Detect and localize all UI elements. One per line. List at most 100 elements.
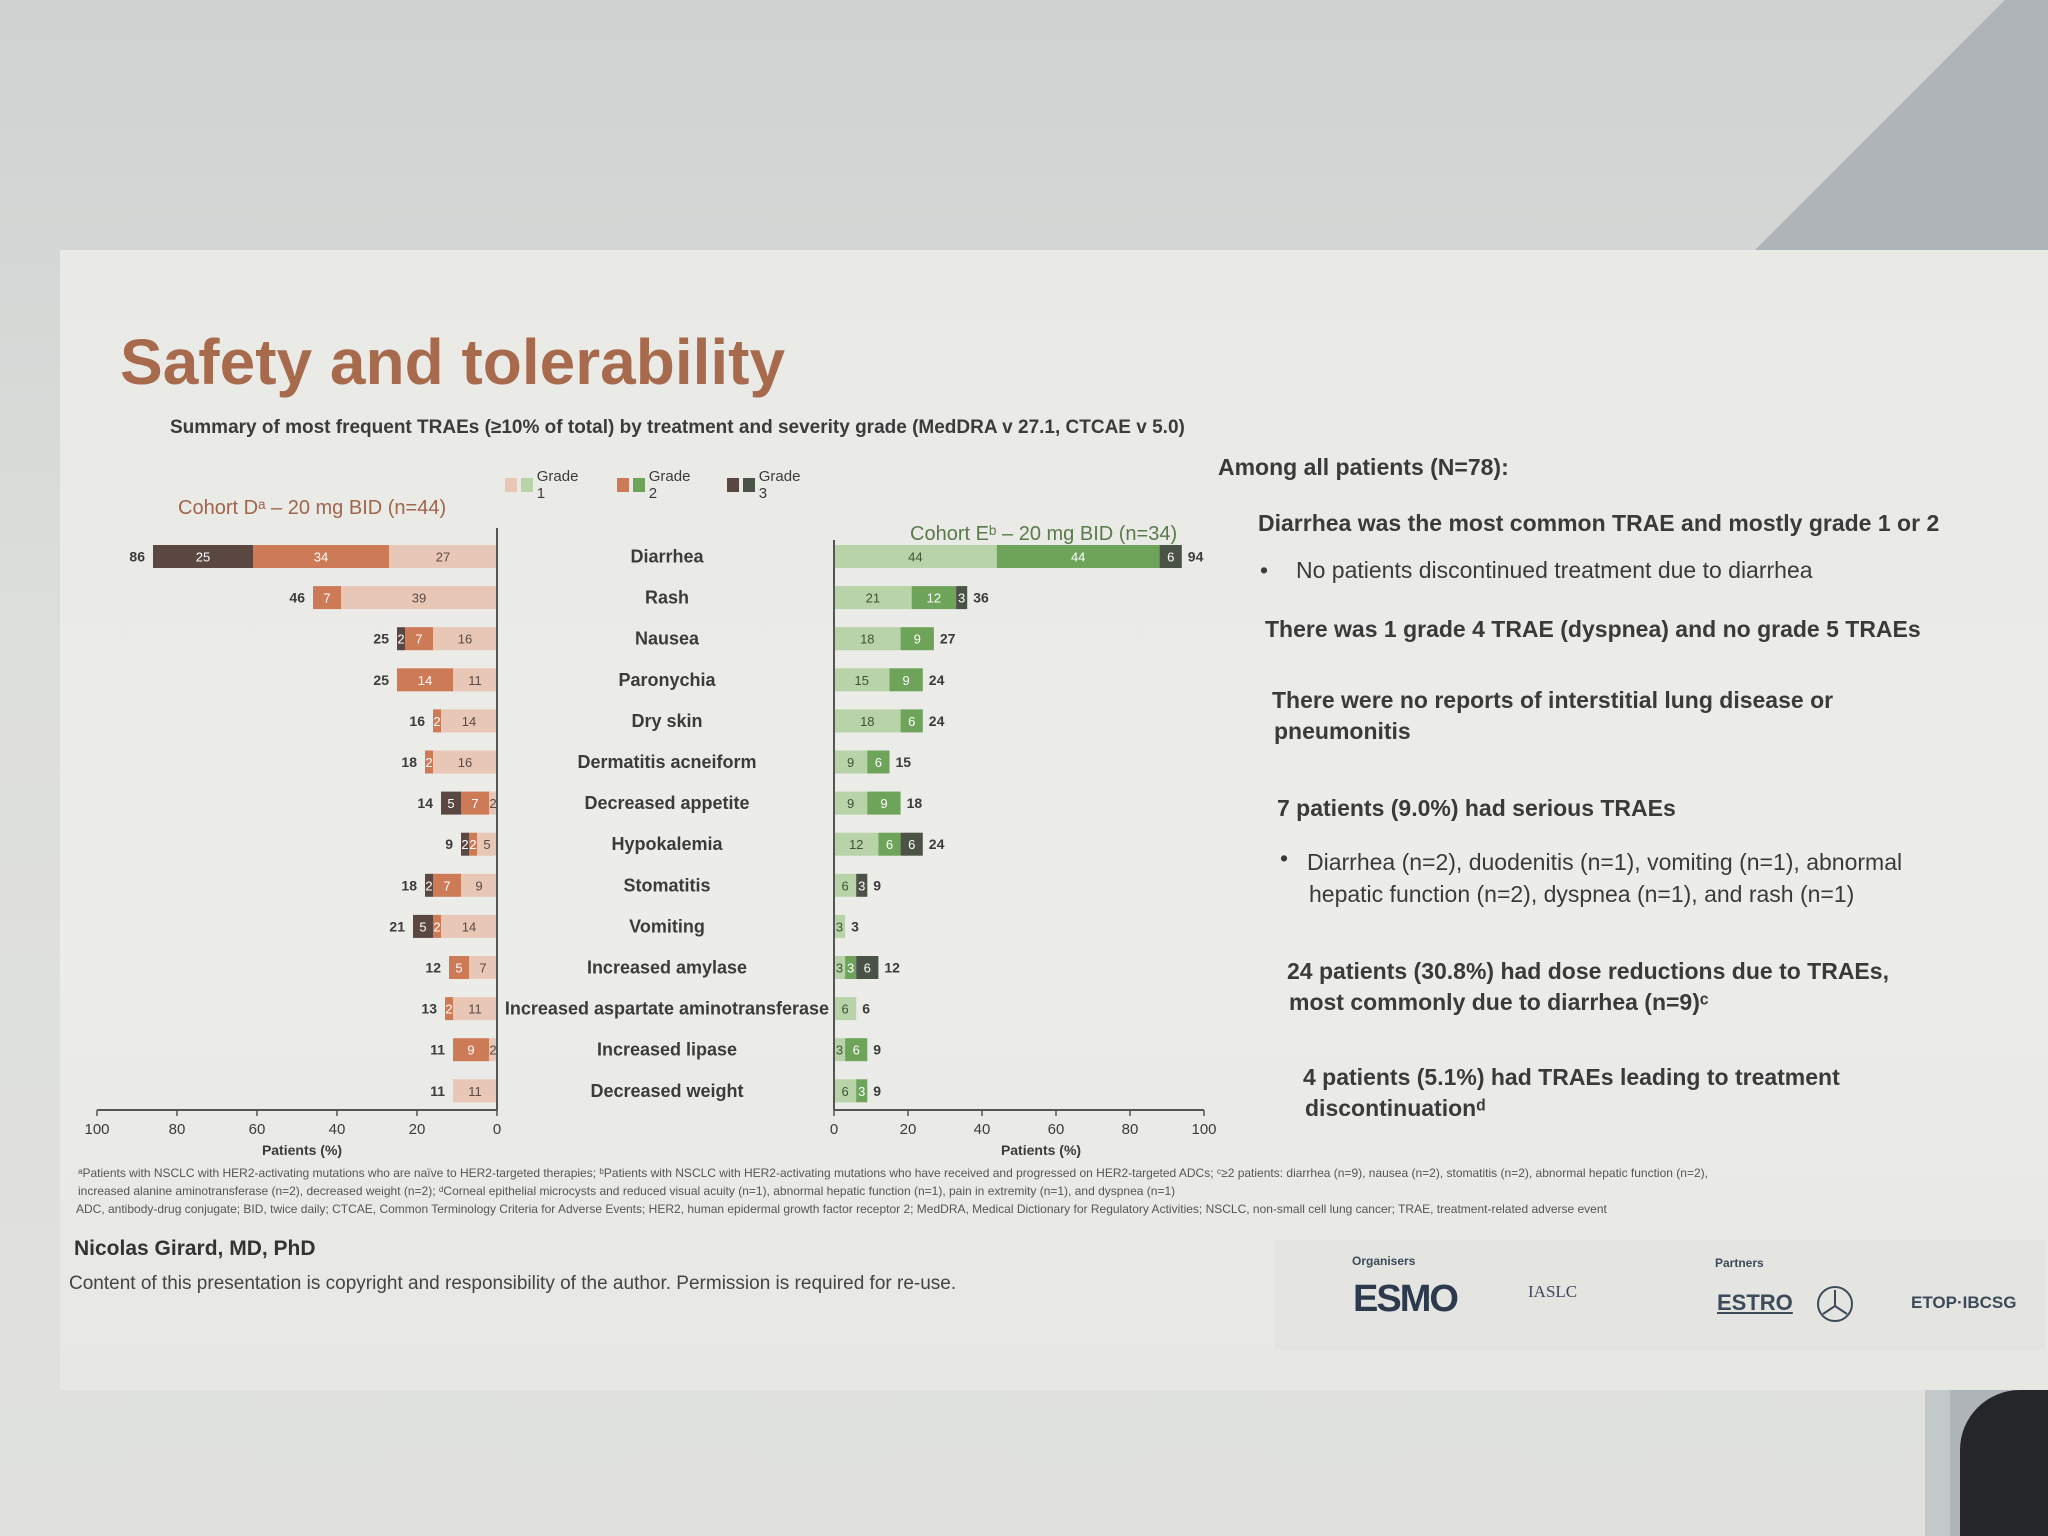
- cohort-e-bar: [856, 956, 879, 979]
- cohort-e-bar: [834, 956, 846, 979]
- cohort-d-bar: [413, 914, 433, 938]
- cohort-d-bar: [405, 627, 433, 651]
- cohort-d-bar-label: 2: [425, 878, 432, 893]
- presenter-silhouette: [1960, 1390, 2048, 1536]
- cohort-e-tick-label: 0: [830, 1121, 838, 1138]
- footnote-line1: ᵃPatients with NSCLC with HER2-activatin…: [78, 1166, 1708, 1180]
- cohort-d-total-label: 12: [425, 960, 441, 976]
- iaslc-logo: IASLC: [1528, 1282, 1578, 1301]
- legend-label-grade2: Grade 2: [648, 468, 691, 502]
- cohort-e-bar-label: 6: [886, 837, 893, 852]
- cohort-e-bar-label: 6: [1167, 550, 1174, 565]
- copyright-notice: Content of this presentation is copyrigh…: [69, 1273, 957, 1294]
- cohort-d-tick-label: 80: [169, 1121, 186, 1138]
- cohort-e-bar-label: 9: [903, 673, 910, 688]
- cohort-e-bar-label: 12: [849, 837, 863, 852]
- legend-label-grade3: Grade 3: [758, 468, 801, 502]
- cohort-e-bar-label: 44: [908, 550, 922, 565]
- cohort-d-bar-label: 2: [489, 1043, 496, 1058]
- cohort-e-bar: [834, 832, 879, 856]
- cohort-e-total-label: 9: [873, 1083, 881, 1099]
- cohort-e-bar: [867, 791, 901, 815]
- cohort-d-bar: [469, 832, 477, 856]
- cohort-e-total-label: 27: [940, 631, 956, 647]
- cohort-d-bar: [469, 956, 497, 979]
- organisers-label: Organisers: [1352, 1254, 1416, 1268]
- cohort-e-bar-label: 15: [855, 673, 869, 688]
- cohort-e-bar-label: 3: [836, 1043, 843, 1058]
- cohort-d-total-label: 9: [445, 836, 453, 852]
- category-label: Increased amylase: [587, 958, 747, 978]
- cohort-e-bar-label: 18: [860, 714, 874, 729]
- cohort-d-bar: [461, 791, 489, 815]
- cohort-d-tick-label: 0: [493, 1121, 501, 1138]
- legend-swatch-e-g3: [742, 478, 755, 492]
- panel-point-5-line1: 24 patients (30.8%) had dose reductions …: [1287, 958, 1889, 984]
- cohort-d-bar-label: 2: [425, 755, 432, 770]
- estro-logo: ESTRO: [1717, 1290, 1793, 1315]
- cohort-d-bar: [441, 791, 461, 815]
- cohort-d-bar: [445, 997, 453, 1021]
- cohort-d-bar: [477, 832, 497, 856]
- cohort-e-total-label: 6: [862, 1001, 870, 1017]
- cohort-d-total-label: 46: [289, 590, 305, 606]
- cohort-d-bar-label: 2: [469, 837, 476, 852]
- cohort-d-bar-label: 7: [479, 961, 486, 976]
- cohort-e-bar-label: 6: [908, 714, 915, 729]
- panel-point-4-bullet-line2: hepatic function (n=2), dyspnea (n=1), a…: [1309, 881, 1855, 907]
- cohort-e-total-label: 24: [929, 836, 945, 852]
- cohort-d-total-label: 18: [401, 877, 417, 893]
- cohort-e-bar: [834, 873, 857, 897]
- legend-grade1: Grade 1: [505, 468, 583, 502]
- cohort-e-total-label: 3: [851, 918, 859, 934]
- panel-point-1-bullet: No patients discontinued treatment due t…: [1296, 557, 1813, 583]
- cohort-d-bar: [461, 873, 497, 897]
- cohort-d-tick-label: 20: [409, 1121, 426, 1138]
- cohort-e-bar-label: 6: [908, 837, 915, 852]
- panel-heading: Among all patients (N=78):: [1218, 454, 1509, 480]
- cohort-e-bar-label: 9: [847, 755, 854, 770]
- cohort-e-title: Cohort Eᵇ – 20 mg BID (n=34): [910, 523, 1177, 545]
- cohort-e-bar: [900, 627, 934, 651]
- panel-point-4-bullet-line1: Diarrhea (n=2), duodenitis (n=1), vomiti…: [1307, 849, 1903, 875]
- cohort-d-bar: [489, 791, 497, 815]
- cohort-e-total-label: 15: [896, 754, 912, 770]
- cohort-e-bar-label: 3: [836, 919, 843, 934]
- footnote-line2: increased alanine aminotransferase (n=2)…: [78, 1184, 1176, 1198]
- cohort-e-bar: [911, 586, 957, 610]
- cohort-e-bar-label: 44: [1071, 550, 1085, 565]
- category-label: Nausea: [635, 629, 700, 649]
- panel-point-3-line2: pneumonitis: [1274, 718, 1411, 744]
- cohort-d-bar: [397, 627, 405, 651]
- cohort-d-bar: [425, 750, 433, 774]
- cohort-e-bar: [900, 709, 923, 733]
- cohort-e-bar-label: 6: [853, 1043, 860, 1058]
- cohort-d-bar: [389, 545, 497, 568]
- cohort-d-bar-label: 2: [433, 714, 440, 729]
- cohort-e-total-label: 12: [884, 960, 900, 976]
- cohort-e-bar-label: 3: [858, 1084, 865, 1099]
- cohort-d-bar-label: 14: [418, 673, 432, 688]
- cohort-d-bar: [433, 627, 497, 651]
- cohort-e-bar-label: 6: [841, 1002, 848, 1017]
- cohort-d-bar: [433, 750, 497, 774]
- cohort-e-bar-label: 9: [880, 796, 887, 811]
- cohort-d-total-label: 16: [409, 713, 425, 729]
- cohort-d-tick-label: 40: [329, 1121, 346, 1138]
- category-label: Dry skin: [631, 711, 702, 731]
- cohort-e-bar: [834, 668, 890, 692]
- cohort-e-bar-label: 3: [858, 878, 865, 893]
- category-label: Vomiting: [629, 916, 705, 936]
- cohort-e-bar: [834, 586, 912, 610]
- cohort-d-bar-label: 25: [196, 550, 210, 565]
- legend-label-grade1: Grade 1: [536, 468, 579, 502]
- legend-swatch-e-g1: [520, 478, 533, 492]
- legend-swatch-d-g2: [617, 478, 629, 492]
- cohort-e-bar-label: 18: [860, 632, 874, 647]
- slide: [60, 250, 2048, 1390]
- cohort-d-bar-label: 2: [397, 632, 404, 647]
- cohort-d-bar: [341, 586, 497, 610]
- panel-point-1: Diarrhea was the most common TRAE and mo…: [1258, 510, 1940, 536]
- partners-label: Partners: [1715, 1256, 1764, 1270]
- cohort-d-total-label: 11: [430, 1083, 445, 1099]
